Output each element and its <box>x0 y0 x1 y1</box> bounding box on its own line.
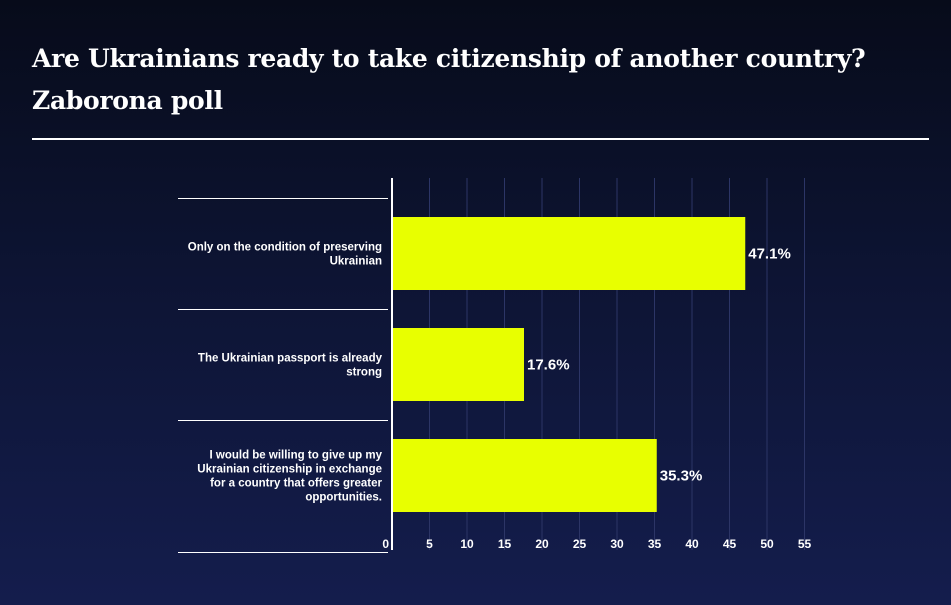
x-tick-label: 25 <box>573 537 587 551</box>
x-tick-label: 20 <box>535 537 549 551</box>
title-divider <box>32 138 929 140</box>
category-label-line: for a country that offers greater <box>210 478 382 490</box>
category-label: The Ukrainian passport is already strong <box>198 353 383 379</box>
bar <box>392 217 746 290</box>
data-label: 35.3% <box>660 468 703 485</box>
x-tick-label: 35 <box>648 537 662 551</box>
x-tick-label: 10 <box>460 537 474 551</box>
x-tick-label: 0 <box>382 537 389 551</box>
data-label: 17.6% <box>527 357 570 374</box>
category-label: Only on the condition of preserving Ukrai… <box>188 242 382 268</box>
category-label-line: The Ukrainian passport is already <box>198 353 383 365</box>
x-tick-label: 55 <box>798 537 812 551</box>
x-tick-label: 50 <box>760 537 774 551</box>
x-tick-label: 5 <box>426 537 433 551</box>
data-label: 47.1% <box>748 246 791 263</box>
x-tick-label: 40 <box>685 537 699 551</box>
category-label-line: opportunities. <box>305 492 382 504</box>
bar <box>392 328 524 401</box>
x-tick-label: 30 <box>610 537 624 551</box>
x-tick-label: 45 <box>723 537 737 551</box>
category-label: I would be willing to give up my Ukrainia… <box>197 450 382 504</box>
category-label-line: Only on the condition of preserving <box>188 242 382 254</box>
chart-subtitle: Zaborona poll <box>32 86 223 115</box>
category-label-line: strong <box>346 367 382 379</box>
category-label-line: Ukrainian <box>330 256 382 268</box>
bar <box>392 439 657 512</box>
category-label-line: Ukrainian citizenship in exchange <box>197 464 382 476</box>
category-label-line: I would be willing to give up my <box>209 450 382 462</box>
x-tick-label: 15 <box>498 537 512 551</box>
chart-title-line-1: Are Ukrainians ready to take citizenship… <box>32 44 866 73</box>
chart-title: Are Ukrainians ready to take citizenship… <box>32 38 912 122</box>
